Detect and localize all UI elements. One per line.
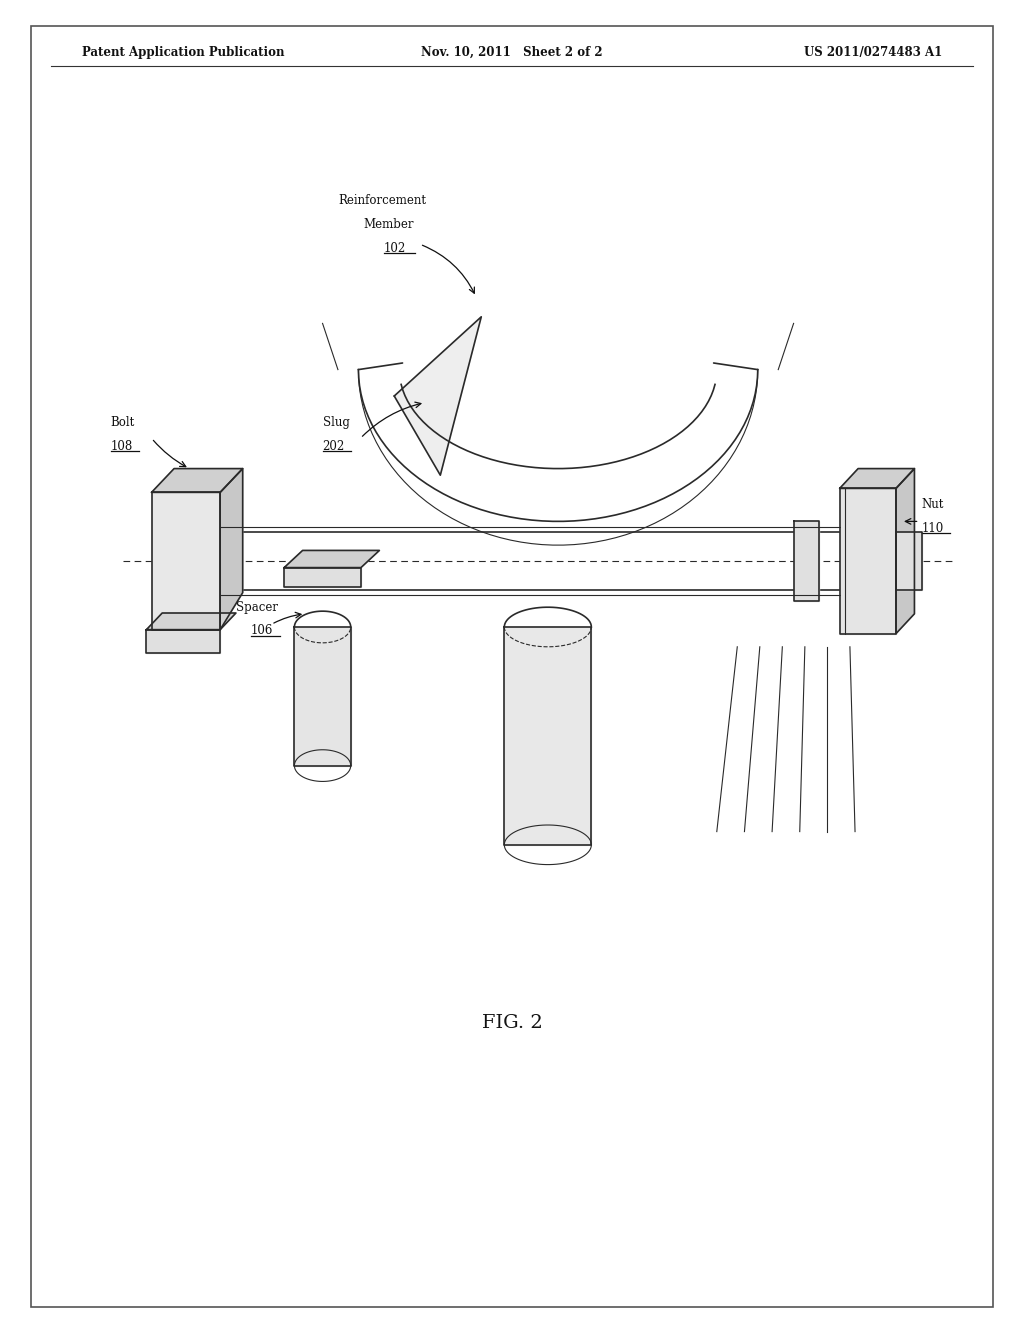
Text: 202: 202 (323, 440, 345, 453)
Polygon shape (285, 568, 360, 587)
Polygon shape (295, 627, 350, 766)
Polygon shape (394, 317, 481, 475)
Text: Nov. 10, 2011   Sheet 2 of 2: Nov. 10, 2011 Sheet 2 of 2 (421, 46, 603, 59)
Polygon shape (896, 532, 922, 590)
Polygon shape (505, 627, 592, 845)
Text: Reinforcement: Reinforcement (338, 194, 426, 207)
Text: Slug: Slug (323, 416, 349, 429)
Text: Patent Application Publication: Patent Application Publication (82, 46, 285, 59)
Text: Bolt: Bolt (111, 416, 135, 429)
Text: 110: 110 (922, 521, 944, 535)
Polygon shape (152, 492, 220, 630)
Polygon shape (794, 521, 819, 601)
Text: 102: 102 (384, 242, 407, 255)
Text: Nut: Nut (922, 498, 944, 511)
Polygon shape (146, 612, 236, 630)
Polygon shape (285, 550, 379, 568)
Polygon shape (152, 469, 243, 492)
Text: Member: Member (364, 218, 414, 231)
Text: Spacer: Spacer (236, 601, 278, 614)
Polygon shape (896, 469, 914, 634)
Polygon shape (220, 469, 243, 630)
Polygon shape (840, 488, 896, 634)
Text: 108: 108 (111, 440, 133, 453)
Text: US 2011/0274483 A1: US 2011/0274483 A1 (804, 46, 942, 59)
Text: 106: 106 (251, 624, 273, 638)
Polygon shape (840, 469, 914, 488)
Text: FIG. 2: FIG. 2 (481, 1014, 543, 1032)
Polygon shape (146, 630, 220, 653)
